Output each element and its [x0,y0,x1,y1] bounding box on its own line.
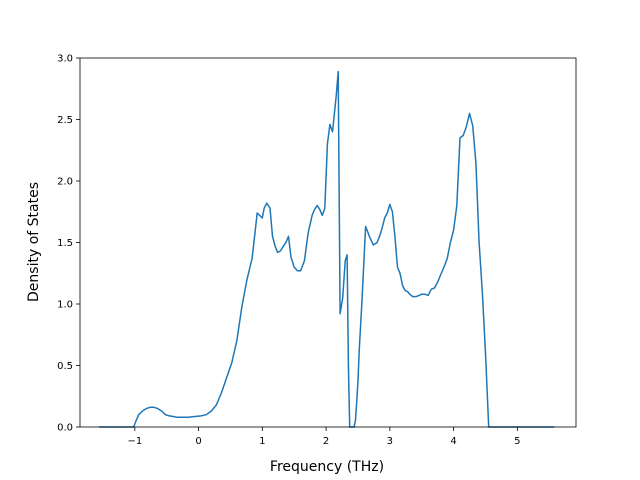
y-tick-label: 1.0 [57,300,73,311]
y-tick-label: 2.5 [57,115,73,126]
x-tick-label: 2 [323,436,329,447]
y-tick-label: 3.0 [57,54,73,65]
x-tick-label: 0 [195,436,201,447]
y-tick-label: 1.5 [57,238,73,249]
y-axis-ticks: 0.0 0.5 1.0 1.5 2.0 2.5 3.0 [57,54,80,434]
x-tick-label: 5 [514,436,520,447]
x-tick-label: 4 [450,436,456,447]
y-axis-label: Density of States [26,182,42,302]
y-tick-label: 0.0 [57,423,73,434]
x-axis-label: Frequency (THz) [270,459,384,475]
x-axis-ticks: −1 0 1 2 3 4 5 [127,427,521,447]
x-tick-label: 3 [387,436,393,447]
y-tick-label: 0.5 [57,361,73,372]
y-tick-label: 2.0 [57,177,73,188]
x-tick-label: −1 [127,436,142,447]
x-tick-label: 1 [259,436,265,447]
